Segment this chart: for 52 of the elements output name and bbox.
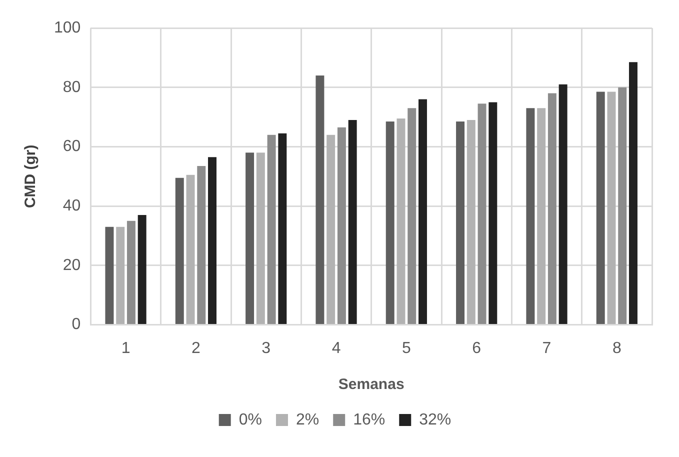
- bar: [466, 120, 476, 324]
- x-axis-title: Semanas: [338, 376, 404, 394]
- legend-label: 32%: [419, 411, 452, 428]
- bar: [596, 92, 605, 324]
- bar: [418, 99, 427, 324]
- legend-label: 16%: [353, 411, 386, 428]
- bar: [337, 127, 346, 324]
- y-tick-label: 0: [72, 316, 81, 334]
- legend-label: 0%: [238, 411, 262, 428]
- y-tick-label: 20: [62, 256, 81, 274]
- bar: [326, 134, 336, 324]
- bar: [138, 214, 146, 324]
- x-tick-label: 3: [262, 340, 271, 357]
- bar: [278, 133, 287, 324]
- y-axis-title: CMD (gr): [22, 144, 40, 208]
- bar: [197, 166, 206, 324]
- bar: [186, 174, 195, 324]
- x-tick-label: 8: [612, 340, 622, 357]
- bar: [396, 118, 406, 324]
- bar: [628, 62, 638, 324]
- bar: [175, 178, 184, 324]
- x-tick-label: 2: [191, 340, 200, 357]
- bar: [607, 92, 616, 324]
- y-tick-label: 100: [54, 19, 81, 36]
- bar: [618, 87, 627, 324]
- bar: [488, 102, 498, 324]
- bar: [526, 108, 535, 324]
- x-tick-label: 1: [121, 340, 130, 357]
- x-tick-label: 7: [542, 340, 552, 357]
- bar: [246, 152, 254, 324]
- bar: [348, 120, 357, 324]
- bar: [558, 84, 568, 324]
- bar: [208, 157, 216, 324]
- bar: [386, 121, 394, 324]
- bar: [126, 220, 136, 324]
- x-tick-label: 5: [402, 340, 411, 357]
- bar: [116, 226, 125, 324]
- y-tick-label: 80: [62, 78, 81, 96]
- bar: [267, 134, 276, 324]
- bar: [478, 104, 486, 324]
- x-tick-label: 4: [332, 340, 341, 357]
- bar: [105, 226, 114, 324]
- y-tick-label: 40: [62, 197, 81, 214]
- bar: [408, 108, 416, 324]
- bar: [456, 121, 465, 324]
- x-tick-label: 6: [472, 340, 482, 357]
- bar: [316, 75, 324, 324]
- y-tick-label: 60: [62, 138, 81, 156]
- bar: [256, 152, 265, 324]
- legend-label: 2%: [296, 411, 320, 428]
- bar: [548, 93, 556, 324]
- bar: [537, 108, 546, 324]
